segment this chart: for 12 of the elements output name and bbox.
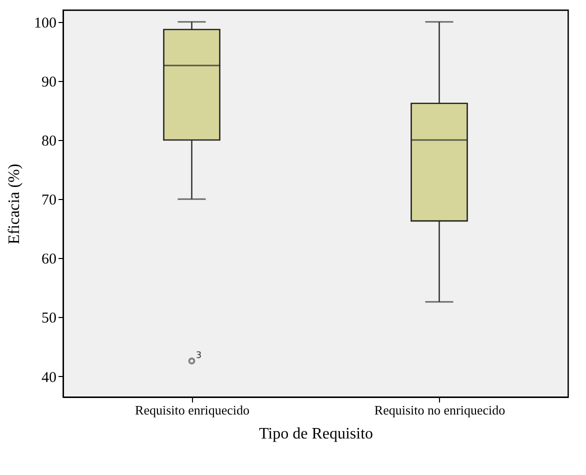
y-tick-label: 70 bbox=[42, 192, 56, 209]
y-tick-label: 90 bbox=[42, 74, 56, 90]
x-axis-title: Tipo de Requisito bbox=[258, 426, 374, 442]
y-tick-label: 100 bbox=[34, 15, 56, 32]
y-tick-label: 80 bbox=[42, 133, 56, 150]
y-tick-label: 60 bbox=[42, 252, 56, 268]
y-tick-label: 50 bbox=[42, 310, 56, 327]
x-tick-label: Requisito no enriquecido bbox=[374, 402, 506, 418]
x-tick-label: Requisito enriquecido bbox=[135, 402, 250, 418]
y-tick-label: 40 bbox=[42, 370, 56, 386]
annotation: 3 bbox=[196, 350, 202, 361]
y-axis-title: Eficacia (%) bbox=[6, 164, 23, 244]
